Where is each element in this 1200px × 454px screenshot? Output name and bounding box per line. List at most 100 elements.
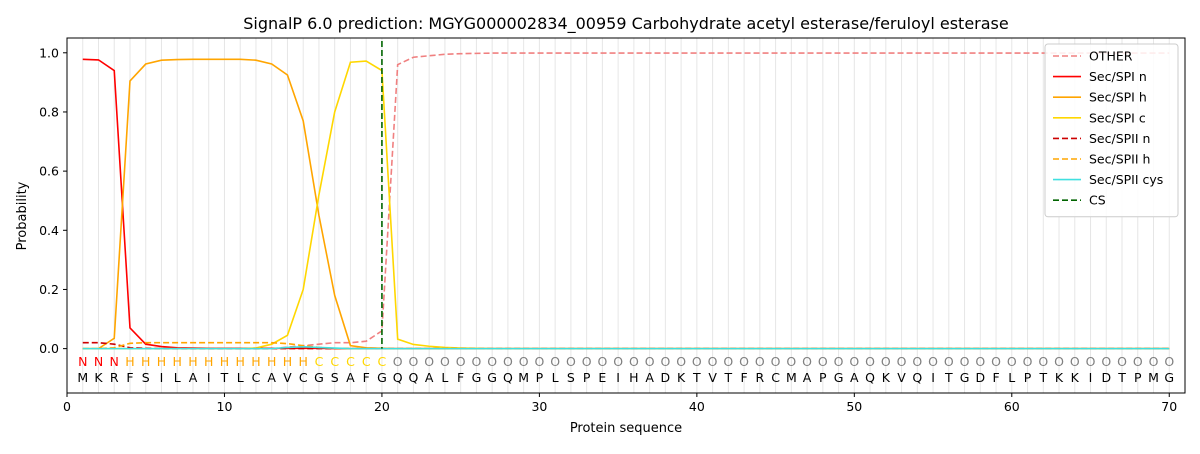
series-line [82,346,1170,350]
region-label: O [723,354,733,369]
region-label: O [393,354,403,369]
x-tick-label: 0 [63,399,71,414]
x-tick-label: 40 [689,399,705,414]
residue-label: P [536,370,544,385]
y-tick-label: 0.2 [39,282,59,297]
legend-entry-label: Sec/SPI c [1089,110,1146,125]
residue-label: L [237,370,244,385]
region-label: O [834,354,844,369]
residue-label: F [126,370,133,385]
residue-label: A [803,370,812,385]
y-tick-label: 0.4 [39,223,59,238]
region-label: H [141,354,150,369]
residue-label: P [1024,370,1032,385]
residue-label: G [960,370,970,385]
region-label: O [1149,354,1159,369]
residue-label: G [472,370,482,385]
y-tick-label: 0.0 [39,341,59,356]
region-label: C [378,354,387,369]
residue-label: Q [912,370,922,385]
series-line [82,58,1170,350]
region-label: O [597,354,607,369]
region-label: O [849,354,859,369]
residue-label: K [94,370,103,385]
residue-label: Q [409,370,419,385]
residue-label: L [174,370,181,385]
residue-label: E [598,370,606,385]
residue-label: K [882,370,891,385]
residue-label: G [1164,370,1174,385]
residue-label: P [583,370,591,385]
residue-label: D [1101,370,1111,385]
axis-ticks-layer: 0 10 20 30 40 50 60 70 0.0 0.2 0.4 0.6 0.8 1.0 [39,45,1177,414]
x-tick-label: 10 [217,399,233,414]
region-label: O [771,354,781,369]
region-label: O [944,354,954,369]
series-line [82,52,1170,350]
residue-label: T [1038,370,1047,385]
plot-frame [66,37,1186,394]
residue-label: F [992,370,999,385]
grid-layer [82,38,1170,393]
residue-label: T [1117,370,1126,385]
residue-label: L [441,370,448,385]
region-label: O [409,354,419,369]
region-label: O [660,354,670,369]
region-label: O [613,354,623,369]
region-label: H [298,354,307,369]
residue-label: D [975,370,985,385]
region-label: O [1164,354,1174,369]
residue-label: R [110,370,119,385]
legend-entry-label: Sec/SPII cys [1089,172,1163,187]
y-tick-label: 0.6 [39,164,59,179]
residue-label: A [850,370,859,385]
region-label: O [786,354,796,369]
region-label: N [94,354,103,369]
residue-label: Q [393,370,403,385]
region-label: O [645,354,655,369]
region-label: O [739,354,749,369]
legend-box [1044,43,1179,218]
region-label: O [1054,354,1064,369]
y-tick-label: 0.8 [39,104,59,119]
residue-label: G [834,370,844,385]
region-label: O [897,354,907,369]
region-label: O [865,354,875,369]
residue-label: T [220,370,229,385]
region-label: O [550,354,560,369]
residue-label: K [1055,370,1064,385]
residue-label: A [645,370,654,385]
region-label: O [1038,354,1048,369]
region-label: O [912,354,922,369]
region-label: O [960,354,970,369]
region-label: O [755,354,765,369]
region-label: O [534,354,544,369]
region-label: O [1023,354,1033,369]
residue-label: I [931,370,935,385]
region-label: O [676,354,686,369]
residue-label: K [1071,370,1080,385]
residue-label: P [819,370,827,385]
residue-label: F [740,370,747,385]
residue-label: S [142,370,150,385]
residue-label: G [377,370,387,385]
region-label: H [125,354,134,369]
residue-label: C [252,370,261,385]
residue-label: S [331,370,339,385]
sequence-annotation-layer: NMNKNRHFHSHIHLHAHIHTHLHCHAHVHCCGCSCACFCG… [77,354,1174,385]
region-label: O [802,354,812,369]
residue-label: P [1134,370,1142,385]
chart-title: SignalP 6.0 prediction: MGYG000002834_00… [243,14,1008,34]
residue-label: L [1008,370,1015,385]
residue-label: M [786,370,797,385]
y-tick-label: 1.0 [39,45,59,60]
region-label: H [157,354,166,369]
residue-label: A [346,370,355,385]
region-label: O [1101,354,1111,369]
region-label: O [692,354,702,369]
residue-label: A [425,370,434,385]
residue-label: G [314,370,324,385]
region-label: H [283,354,292,369]
